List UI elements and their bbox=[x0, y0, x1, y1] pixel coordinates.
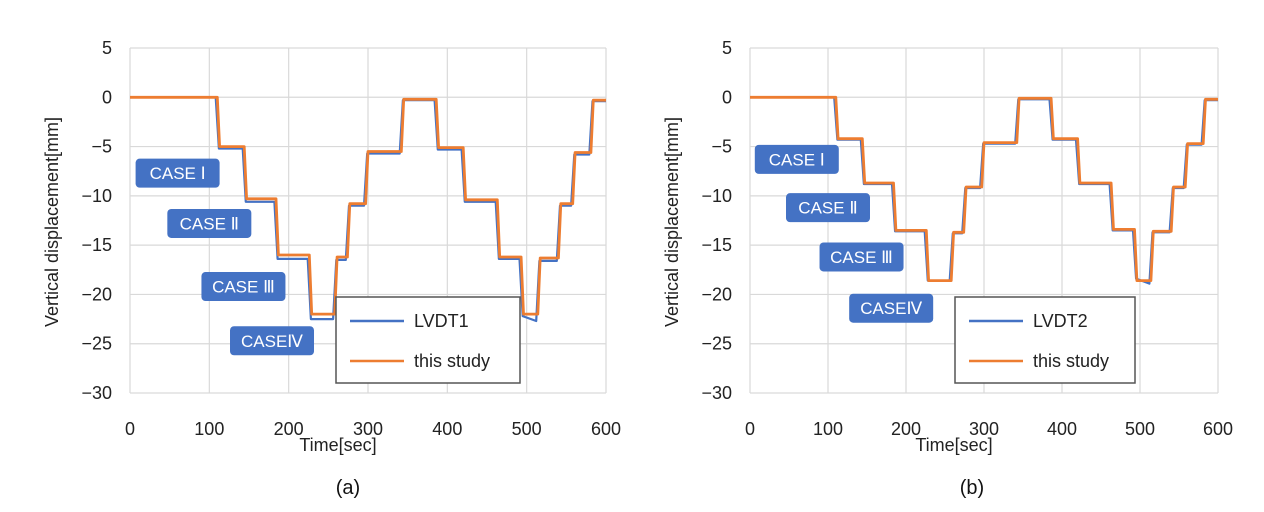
case-badge bbox=[786, 193, 870, 223]
x-tick-label: 0 bbox=[745, 419, 755, 439]
case-badge bbox=[819, 242, 904, 272]
y-tick-label: −25 bbox=[701, 334, 732, 354]
y-tick-label: 5 bbox=[102, 38, 112, 58]
x-tick-label: 200 bbox=[891, 419, 921, 439]
x-tick-label: 600 bbox=[1203, 419, 1233, 439]
y-tick-label: −20 bbox=[701, 284, 732, 304]
y-tick-label: −20 bbox=[81, 284, 112, 304]
case-badge-label: CASE Ⅱ bbox=[180, 214, 239, 233]
case-badge-label: CASEⅣ bbox=[860, 299, 922, 318]
y-tick-label: −25 bbox=[81, 334, 112, 354]
x-tick-label: 600 bbox=[591, 419, 621, 439]
x-tick-label: 100 bbox=[194, 419, 224, 439]
y-tick-label: 0 bbox=[102, 87, 112, 107]
x-axis-label: Time[sec] bbox=[299, 435, 376, 455]
case-badge-label: CASE Ⅲ bbox=[830, 248, 893, 267]
x-tick-label: 500 bbox=[512, 419, 542, 439]
y-axis-label: Vertical displacement[mm] bbox=[662, 117, 682, 327]
case-badge bbox=[849, 293, 934, 323]
y-tick-label: −5 bbox=[711, 137, 732, 157]
case-badge-label: CASE Ⅰ bbox=[150, 164, 206, 183]
series-line-this-study bbox=[750, 95, 1218, 283]
chart-panel-b: 5 0 −5 −10 −15 −20 −25 −30 0 100 200 300 400 500 600 Ti… bbox=[662, 38, 1233, 499]
x-tick-label: 400 bbox=[432, 419, 462, 439]
y-tick-label: 0 bbox=[722, 87, 732, 107]
x-tick-label: 500 bbox=[1125, 419, 1155, 439]
panel-caption: (b) bbox=[960, 477, 984, 499]
y-tick-label: −15 bbox=[81, 235, 112, 255]
chart-panel-a: 5 0 −5 −10 −15 −20 −25 −30 0 100 200 300 400 500 600 Ti… bbox=[42, 38, 621, 499]
case-badge-label: CASEⅣ bbox=[241, 332, 303, 351]
legend-entry-label: LVDT1 bbox=[414, 311, 469, 331]
case-badge bbox=[230, 326, 315, 356]
panel-caption: (a) bbox=[336, 477, 360, 499]
y-tick-label: −15 bbox=[701, 235, 732, 255]
case-badge-label: CASE Ⅱ bbox=[798, 199, 857, 218]
y-tick-label: 5 bbox=[722, 38, 732, 58]
x-tick-label: 100 bbox=[813, 419, 843, 439]
y-tick-label: −5 bbox=[91, 137, 112, 157]
series-line-this-study bbox=[130, 95, 606, 316]
x-tick-label: 400 bbox=[1047, 419, 1077, 439]
legend-entry-label: LVDT2 bbox=[1033, 311, 1088, 331]
x-tick-label: 200 bbox=[274, 419, 304, 439]
y-axis-label: Vertical displacement[mm] bbox=[42, 117, 62, 327]
x-axis-label: Time[sec] bbox=[915, 435, 992, 455]
legend-box bbox=[954, 296, 1136, 384]
y-tick-label: −10 bbox=[701, 186, 732, 206]
x-tick-label: 0 bbox=[125, 419, 135, 439]
case-badge bbox=[754, 144, 839, 174]
x-tick-label: 300 bbox=[969, 419, 999, 439]
y-tick-label: −30 bbox=[701, 383, 732, 403]
y-tick-label: −10 bbox=[81, 186, 112, 206]
legend-entry-label: this study bbox=[1033, 351, 1109, 371]
case-badge bbox=[167, 208, 252, 238]
legend-box bbox=[335, 296, 521, 384]
y-tick-label: −30 bbox=[81, 383, 112, 403]
case-badge bbox=[201, 272, 286, 302]
case-badge-label: CASE Ⅰ bbox=[769, 150, 825, 169]
case-badge-label: CASE Ⅲ bbox=[212, 278, 275, 297]
case-badge bbox=[135, 158, 220, 188]
x-tick-label: 300 bbox=[353, 419, 383, 439]
legend-entry-label: this study bbox=[414, 351, 490, 371]
